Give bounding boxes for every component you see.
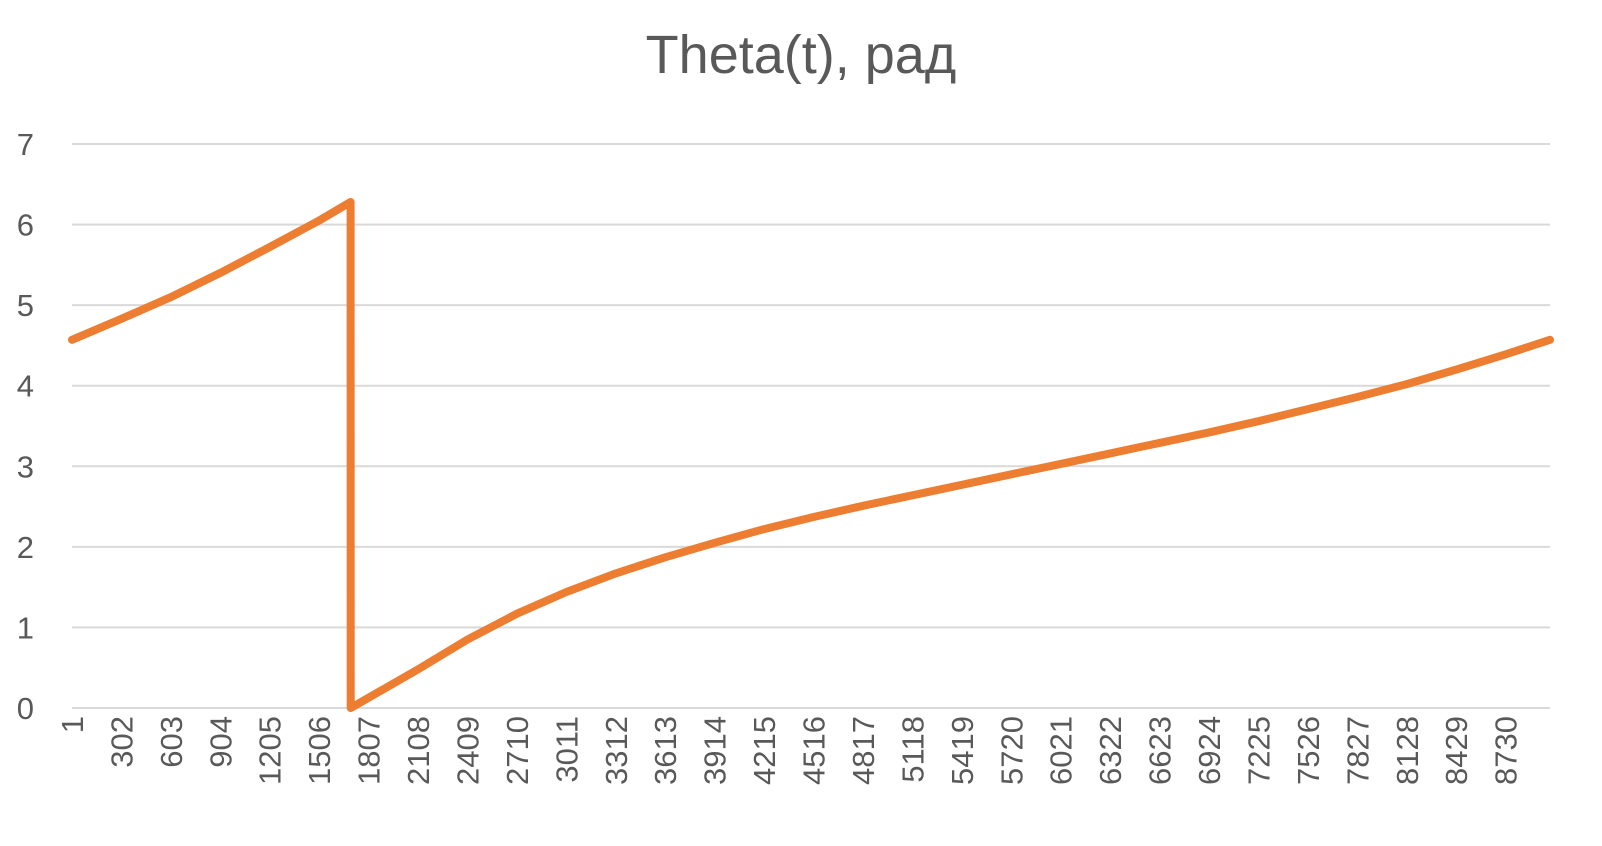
x-tick-label: 3312 [599, 716, 634, 785]
x-tick-label: 3914 [698, 716, 733, 785]
gridlines [72, 143, 1550, 709]
x-tick-label: 7827 [1340, 716, 1375, 785]
x-tick-label: 3011 [549, 716, 584, 783]
y-tick-label: 5 [17, 288, 34, 323]
x-tick-label: 2108 [401, 716, 436, 785]
y-axis-tick-labels: 0 1 2 3 4 5 6 7 [17, 127, 34, 726]
x-tick-label: 2710 [500, 716, 535, 785]
series-layer [68, 198, 1554, 712]
y-tick-label: 7 [17, 127, 34, 162]
x-tick-label: 6021 [1044, 716, 1079, 785]
y-tick-label: 3 [17, 449, 34, 484]
x-tick-label: 6322 [1093, 716, 1128, 785]
x-tick-label: 8429 [1439, 716, 1474, 785]
x-tick-label: 1205 [253, 716, 288, 785]
x-tick-label: 8730 [1489, 716, 1524, 785]
x-tick-label: 8128 [1390, 716, 1425, 785]
x-tick-label: 5118 [895, 716, 930, 783]
x-tick-label: 1506 [302, 716, 337, 785]
y-tick-label: 1 [17, 610, 34, 645]
y-tick-label: 0 [17, 691, 34, 726]
x-tick-label: 5720 [994, 716, 1029, 785]
x-tick-label: 2409 [450, 716, 485, 785]
x-tick-label: 1807 [352, 716, 387, 785]
y-tick-label: 2 [17, 530, 34, 565]
x-tick-label: 1 [55, 716, 90, 733]
x-tick-label: 6623 [1143, 716, 1178, 785]
x-tick-label: 6924 [1192, 716, 1227, 785]
x-tick-label: 904 [203, 716, 238, 768]
x-tick-label: 5419 [945, 716, 980, 785]
x-tick-label: 603 [154, 716, 189, 768]
x-tick-label: 3613 [648, 716, 683, 785]
x-tick-label: 4817 [846, 716, 881, 785]
series-line [68, 198, 1554, 712]
y-tick-label: 6 [17, 208, 34, 243]
x-tick-label: 7225 [1241, 716, 1276, 785]
x-axis-tick-labels: 1 302 603 904 1205 1506 1807 2108 2409 2710 3011 33… [55, 716, 1524, 785]
y-tick-label: 4 [17, 369, 34, 404]
x-tick-label: 302 [104, 716, 139, 768]
chart-title: Theta(t), рад [646, 25, 957, 85]
x-tick-label: 7526 [1291, 716, 1326, 785]
x-tick-label: 4215 [747, 716, 782, 785]
x-tick-label: 4516 [797, 716, 832, 785]
